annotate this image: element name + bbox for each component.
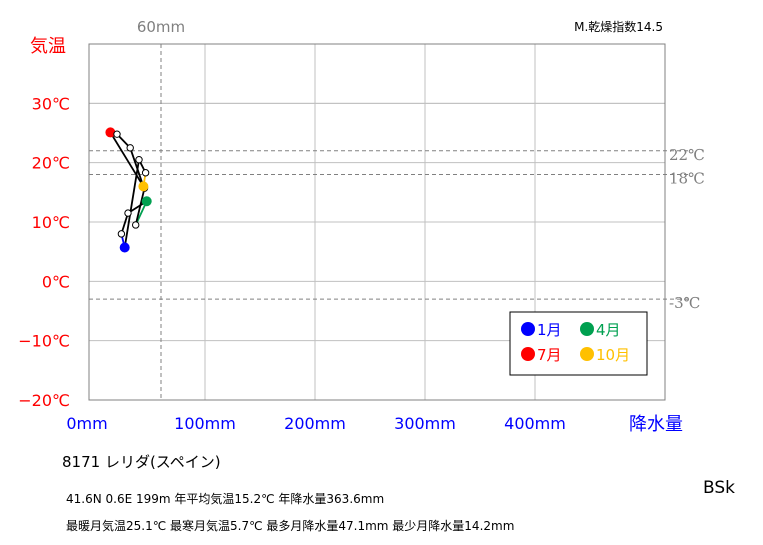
x-tick-label: 100mm xyxy=(174,414,236,433)
station-summary: 41.6N 0.6E 199m 年平均気温15.2℃ 年降水量363.6mm xyxy=(66,492,385,506)
legend-marker-month-4 xyxy=(580,322,594,336)
x-tick-label: 300mm xyxy=(394,414,456,433)
point-month-7 xyxy=(105,127,116,138)
legend-label-month-1: 1月 xyxy=(537,321,562,339)
legend-label-month-10: 10月 xyxy=(596,346,630,364)
y-tick-label: 30℃ xyxy=(32,94,70,113)
point-month-8 xyxy=(113,130,121,138)
point-month-3 xyxy=(124,209,132,217)
climograph-series xyxy=(105,127,152,253)
y-tick-label: −10℃ xyxy=(18,332,70,351)
legend-label-month-4: 4月 xyxy=(596,321,621,339)
x-tick-label: 0mm xyxy=(66,414,107,433)
plot-frame xyxy=(88,43,666,401)
point-month-1 xyxy=(119,242,130,253)
point-month-9 xyxy=(126,144,134,152)
temp-reference-label: 18℃ xyxy=(669,170,705,188)
point-month-12 xyxy=(135,156,143,164)
precip-reference-label: 60mm xyxy=(137,18,185,36)
temp-reference-label: -3℃ xyxy=(669,294,700,312)
legend-marker-month-7 xyxy=(521,347,535,361)
point-month-11 xyxy=(141,169,150,177)
x-tick-label: 400mm xyxy=(504,414,566,433)
legend-label-month-7: 7月 xyxy=(537,346,562,364)
point-month-2 xyxy=(117,230,126,238)
station-extremes: 最暖月気温25.1℃ 最寒月気温5.7℃ 最多月降水量47.1mm 最少月降水量… xyxy=(66,519,515,533)
x-tick-label: 200mm xyxy=(284,414,346,433)
point-month-4 xyxy=(141,196,152,207)
y-tick-label: 10℃ xyxy=(32,213,70,232)
legend-marker-month-1 xyxy=(521,322,535,336)
y-tick-label: 0℃ xyxy=(42,272,70,291)
y-tick-label: −20℃ xyxy=(18,391,70,410)
x-axis-title: 降水量 xyxy=(629,414,683,435)
segment-month-5 xyxy=(134,187,146,226)
legend-box xyxy=(509,311,648,376)
station-name: 8171 レリダ(スペイン) xyxy=(62,453,221,471)
y-tick-label: 20℃ xyxy=(32,154,70,173)
point-month-5 xyxy=(132,221,140,229)
segment-month-6 xyxy=(109,131,146,189)
grid xyxy=(89,44,665,400)
dryness-index-label: M.乾燥指数14.5 xyxy=(574,19,663,34)
y-axis-title: 気温 xyxy=(30,36,66,57)
legend-marker-month-10 xyxy=(580,347,594,361)
temp-reference-label: 22℃ xyxy=(669,146,705,164)
segment-month-9 xyxy=(129,147,145,187)
point-month-10 xyxy=(138,181,149,192)
tick-labels: −20℃ −10℃ 0℃ 10℃ 20℃ 30℃ 0mm 100mm 200mm 300mm 400… xyxy=(18,94,566,433)
reference-lines: 60mm 22℃ 18℃ -3℃ xyxy=(89,18,705,400)
climate-code: BSk xyxy=(703,478,735,498)
legend: 1月 4月 7月 10月 xyxy=(509,311,648,376)
segment-month-12 xyxy=(123,159,140,248)
